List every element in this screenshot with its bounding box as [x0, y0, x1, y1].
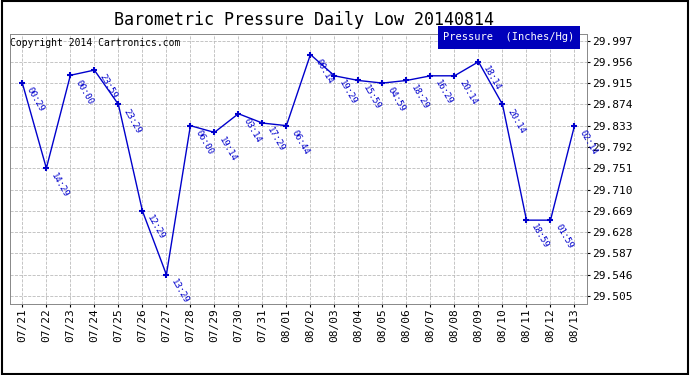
Text: 03:14: 03:14	[241, 117, 262, 144]
Text: 04:59: 04:59	[385, 86, 406, 114]
Text: 01:59: 01:59	[553, 223, 575, 251]
Text: 06:44: 06:44	[289, 128, 311, 156]
Text: 00:14: 00:14	[313, 57, 335, 85]
Text: 17:29: 17:29	[265, 126, 286, 154]
Text: 18:14: 18:14	[481, 64, 502, 92]
Text: 18:59: 18:59	[529, 223, 551, 251]
Text: Barometric Pressure Daily Low 20140814: Barometric Pressure Daily Low 20140814	[114, 11, 493, 29]
Text: 00:00: 00:00	[73, 78, 95, 106]
Text: 15:59: 15:59	[362, 83, 382, 111]
Text: 12:29: 12:29	[145, 214, 166, 242]
Text: 23:59: 23:59	[97, 73, 119, 100]
Text: 16:29: 16:29	[433, 79, 455, 106]
Text: 00:29: 00:29	[25, 86, 46, 114]
Text: 19:14: 19:14	[217, 135, 239, 163]
Text: 23:29: 23:29	[121, 107, 142, 135]
Text: 20:14: 20:14	[505, 107, 526, 135]
Text: 02:14: 02:14	[578, 128, 598, 156]
Text: Pressure  (Inches/Hg): Pressure (Inches/Hg)	[443, 33, 575, 42]
Text: 18:29: 18:29	[409, 83, 431, 111]
Text: 19:29: 19:29	[337, 79, 358, 106]
Text: 13:29: 13:29	[169, 278, 190, 305]
Text: 20:14: 20:14	[457, 79, 478, 106]
Text: Copyright 2014 Cartronics.com: Copyright 2014 Cartronics.com	[10, 38, 181, 48]
Text: 06:00: 06:00	[193, 128, 215, 156]
Text: 14:29: 14:29	[49, 171, 70, 199]
